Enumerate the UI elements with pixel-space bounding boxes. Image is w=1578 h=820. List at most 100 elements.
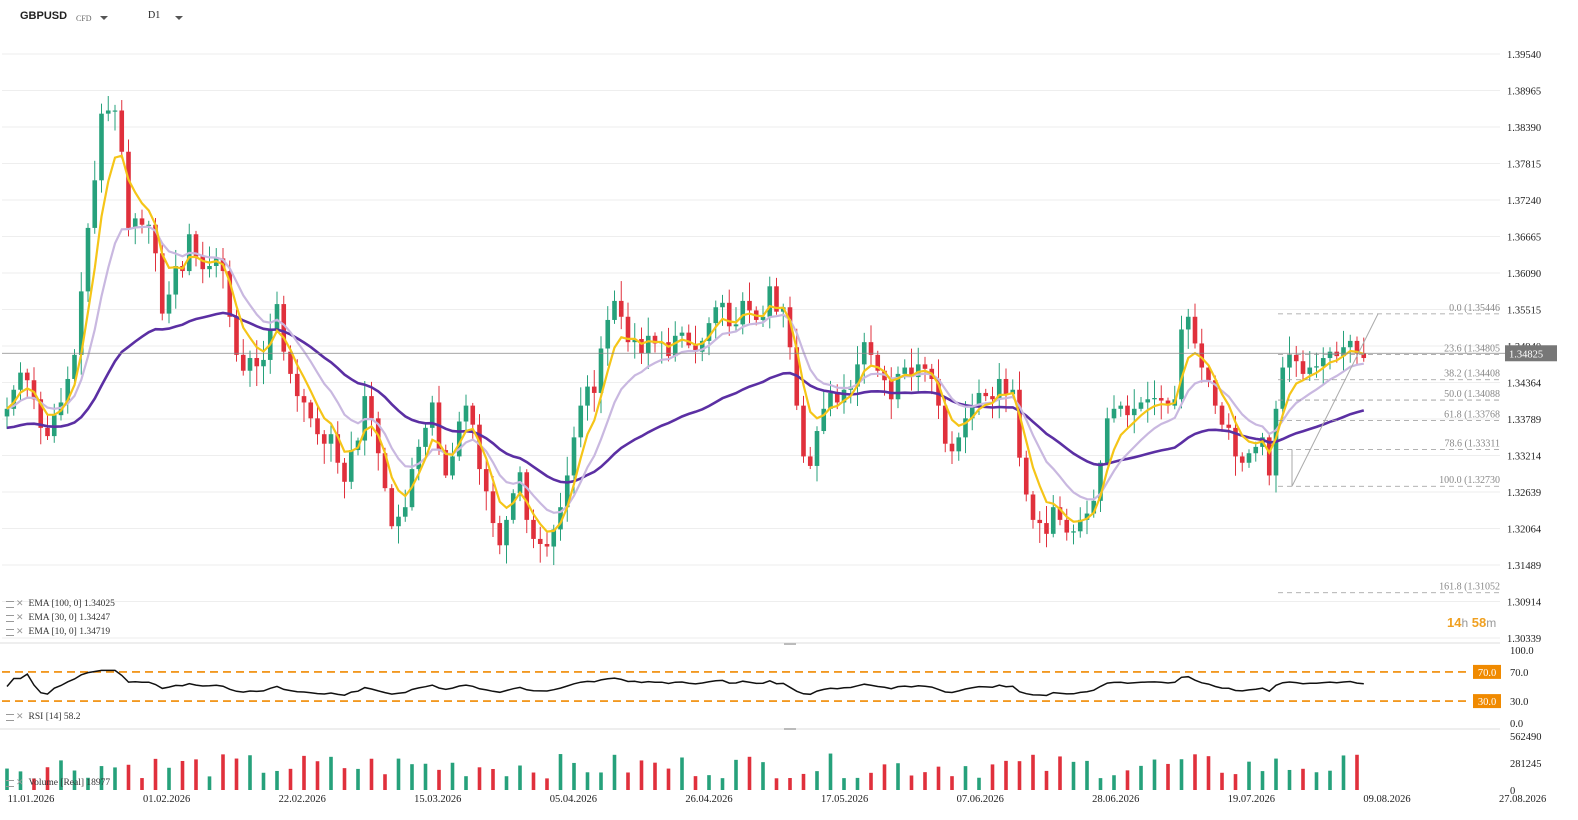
candle-body xyxy=(342,462,347,482)
settings-icon[interactable] xyxy=(6,713,14,721)
volume-bar xyxy=(545,778,549,790)
settings-icon[interactable] xyxy=(6,779,14,787)
candle-body xyxy=(1327,351,1333,359)
candle-body xyxy=(227,271,233,317)
candle-body xyxy=(348,450,354,482)
volume-bar xyxy=(491,768,495,790)
date-tick-label: 19.07.2026 xyxy=(1228,794,1275,805)
price-tick-label: 1.31489 xyxy=(1507,561,1541,572)
candle-body xyxy=(261,359,266,367)
volume-bar xyxy=(1341,755,1346,790)
candle-body xyxy=(1125,405,1130,416)
volume-bar xyxy=(18,771,23,790)
volume-bar xyxy=(842,778,846,790)
candle-body xyxy=(24,372,30,381)
close-icon[interactable]: ✕ xyxy=(16,778,24,788)
ema10-line xyxy=(6,154,1365,533)
candle-body xyxy=(166,294,172,314)
volume-bar xyxy=(707,775,711,790)
indicator-rsi[interactable]: ✕ RSI [14] 58.2 xyxy=(6,712,81,722)
close-icon[interactable]: ✕ xyxy=(16,613,24,623)
candle-body xyxy=(949,443,955,452)
volume-bar xyxy=(869,772,873,790)
price-tick-label: 1.38390 xyxy=(1507,123,1541,134)
date-tick-label: 17.05.2026 xyxy=(821,794,868,805)
timeframe-selector[interactable]: D1 xyxy=(148,10,161,21)
candle-body xyxy=(18,372,23,390)
fib-trend-line xyxy=(1291,313,1379,487)
candle-body xyxy=(1179,329,1184,400)
close-icon[interactable]: ✕ xyxy=(16,599,24,609)
candle-body xyxy=(105,110,111,114)
candle-body xyxy=(85,227,91,292)
volume-bar xyxy=(126,764,131,790)
volume-bar xyxy=(1328,770,1332,790)
candle-body xyxy=(1057,507,1063,520)
candle-body xyxy=(483,469,489,492)
volume-bar xyxy=(261,772,266,790)
volume-bar xyxy=(923,772,927,790)
indicator-volume[interactable]: ✕ Volume [Real] 18977 xyxy=(6,778,110,788)
close-icon[interactable]: ✕ xyxy=(16,712,24,722)
price-tick-label: 1.39540 xyxy=(1507,50,1541,61)
volume-bar xyxy=(302,755,306,790)
timeframe-dropdown-chevron-icon[interactable] xyxy=(175,16,183,20)
candles xyxy=(4,96,1367,566)
candle-body xyxy=(510,493,516,520)
price-tick-label: 1.30339 xyxy=(1507,634,1541,645)
candle-body xyxy=(537,538,543,544)
candle-body xyxy=(1314,366,1319,368)
volume-bar xyxy=(396,758,401,790)
candle-body xyxy=(1226,424,1232,428)
volume-bar xyxy=(1031,754,1035,790)
candle-body xyxy=(1098,462,1103,501)
candle-body xyxy=(1361,353,1367,359)
candle-body xyxy=(126,151,131,228)
settings-icon[interactable] xyxy=(6,614,14,622)
candle-body xyxy=(65,378,71,403)
candle-body xyxy=(1091,500,1097,514)
indicator-ema100[interactable]: ✕ EMA [100, 0] 1.34025 xyxy=(6,599,115,609)
settings-icon[interactable] xyxy=(6,628,14,636)
volume-bar xyxy=(612,754,617,790)
volume-bar xyxy=(504,776,509,790)
candle-body xyxy=(639,338,644,354)
candle-body xyxy=(963,418,968,438)
rsi-band-value: 70.0 xyxy=(1478,668,1496,679)
symbol-dropdown-chevron-icon[interactable] xyxy=(100,16,108,20)
volume-bar xyxy=(990,764,995,790)
volume-bar xyxy=(342,768,347,790)
candle-body xyxy=(828,392,833,409)
candle-body xyxy=(254,358,260,367)
candle-body xyxy=(4,408,10,417)
price-tick-label: 1.33789 xyxy=(1507,415,1541,426)
date-tick-label: 11.01.2026 xyxy=(8,794,55,805)
instrument-type-label: CFD xyxy=(76,14,92,23)
indicator-ema10[interactable]: ✕ EMA [10, 0] 1.34719 xyxy=(6,627,110,637)
candle-body xyxy=(1050,507,1056,534)
close-icon[interactable]: ✕ xyxy=(16,627,24,637)
volume-bar xyxy=(585,772,590,790)
fib-level-label: 61.8 (1.33768 xyxy=(1444,409,1500,420)
candle-body xyxy=(490,491,496,524)
candle-body xyxy=(463,405,469,422)
candle-body xyxy=(902,367,908,374)
rsi-line xyxy=(6,669,1364,697)
candle-body xyxy=(915,364,921,378)
settings-icon[interactable] xyxy=(6,600,14,608)
candle-body xyxy=(301,396,307,403)
fib-level-label: 78.6 (1.33311 xyxy=(1445,438,1500,449)
volume-bar xyxy=(855,777,860,790)
candle-body xyxy=(605,319,611,349)
volume-bar xyxy=(221,754,225,790)
candle-body xyxy=(153,224,158,254)
volume-bar xyxy=(936,766,941,790)
volume-bar xyxy=(531,772,536,790)
volume-bar xyxy=(801,773,806,790)
indicator-ema30[interactable]: ✕ EMA [30, 0] 1.34247 xyxy=(6,613,110,623)
indicator-label: EMA [30, 0] 1.34247 xyxy=(28,613,111,623)
volume-bar xyxy=(140,778,144,790)
symbol-selector[interactable]: GBPUSD xyxy=(20,10,68,22)
candle-body xyxy=(99,113,104,181)
